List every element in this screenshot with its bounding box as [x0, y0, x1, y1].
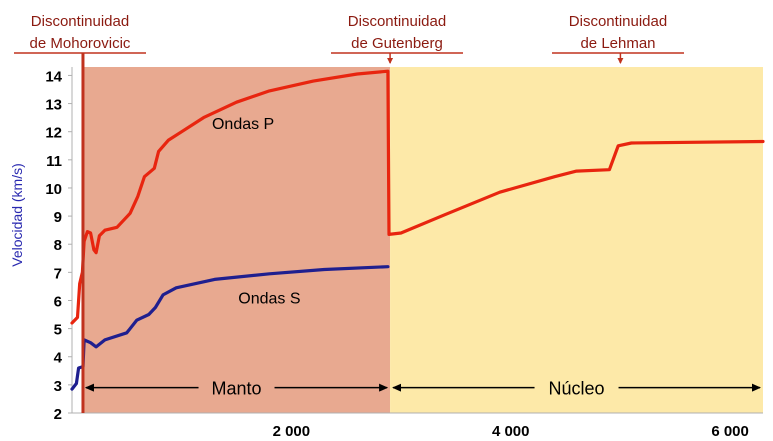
y-tick-label: 8 [54, 237, 62, 254]
region-span-0: Manto [84, 379, 389, 399]
y-tick-label: 14 [45, 68, 62, 85]
region-span-1: Núcleo [392, 379, 761, 399]
y-tick-label: 3 [54, 378, 62, 395]
discontinuity-0: Discontinuidad de Mohorovicic [14, 13, 146, 413]
x-tick-label: 4 000 [492, 423, 530, 440]
y-tick-label: 7 [54, 265, 62, 282]
y-tick-label: 2 [54, 406, 62, 423]
y-tick-label: 4 [54, 350, 63, 367]
y-tick-label: 13 [45, 97, 62, 114]
y-tick-label: 5 [54, 322, 62, 339]
x-tick-label: 2 000 [273, 423, 311, 440]
y-tick-label: 11 [46, 153, 62, 170]
discontinuity-label-line2: de Mohorovicic [30, 35, 131, 52]
y-tick-label: 9 [54, 209, 62, 226]
discontinuity-label-line2: de Lehman [580, 35, 655, 52]
region-label: Núcleo [549, 379, 605, 399]
series-line-0 [70, 69, 765, 325]
axes [71, 67, 763, 414]
y-tick-label: 6 [54, 293, 62, 310]
curve-label: Ondas P [212, 116, 274, 133]
discontinuity-1: Discontinuidad de Gutenberg [331, 13, 463, 64]
ticks: 2 3 4 5 6 7 8 9 10 11 12 13 14 2 000 4 000 6 000 [45, 68, 749, 440]
curve-label: Ondas S [238, 290, 300, 307]
discontinuity-label-line1: Discontinuidad [569, 13, 667, 30]
discontinuity-2: Discontinuidad de Lehman [552, 13, 684, 64]
region-label: Manto [212, 379, 262, 399]
discontinuity-label-line2: de Gutenberg [351, 35, 443, 52]
y-tick-label: 10 [45, 181, 62, 198]
region-labels: Manto Núcleo [84, 379, 761, 399]
region-1 [390, 67, 763, 413]
regions [82, 67, 763, 413]
x-tick-label: 6 000 [711, 423, 749, 440]
y-tick-label: 12 [45, 125, 62, 142]
y-axis-title: Velocidad (km/s) [9, 163, 25, 266]
discontinuity-label-line1: Discontinuidad [31, 13, 129, 30]
region-0 [82, 67, 391, 413]
discontinuity-label-line1: Discontinuidad [348, 13, 446, 30]
